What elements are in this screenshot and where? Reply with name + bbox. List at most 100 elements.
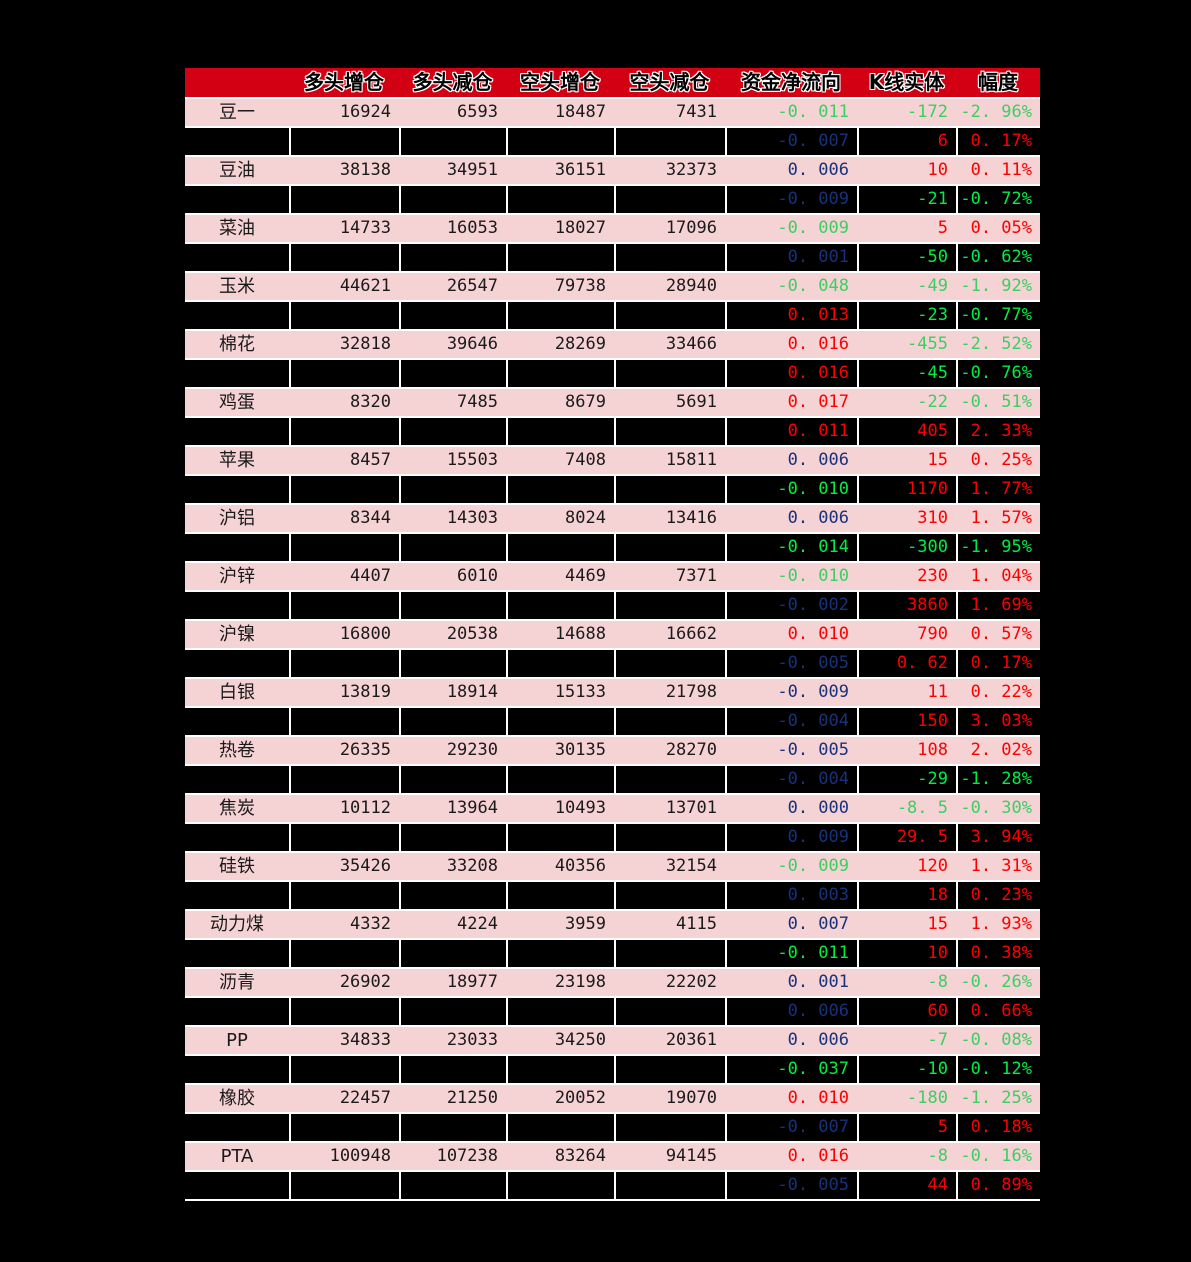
short-reduce-cell <box>614 186 725 213</box>
short-add-cell <box>506 940 614 967</box>
net-flow-cell: 0. 010 <box>787 624 849 644</box>
range-cell: -1. 92% <box>960 276 1032 296</box>
long-add-cell <box>289 244 399 271</box>
short-reduce-cell: 21798 <box>665 682 717 702</box>
table-row: 菜油 14733 16053 18027 17096 -0. 009 5 0. … <box>185 215 1040 244</box>
short-add-cell <box>506 360 614 387</box>
column-header: 空头减仓 <box>629 70 710 94</box>
instrument-name-cell <box>185 998 289 1025</box>
kline-body-cell: -50 <box>857 244 956 271</box>
long-add-cell <box>289 592 399 619</box>
short-add-cell: 79738 <box>554 276 606 296</box>
instrument-name-cell: 沪镍 <box>219 624 255 645</box>
long-reduce-cell <box>399 302 506 329</box>
kline-body-cell: -21 <box>857 186 956 213</box>
column-header: 幅度 <box>978 70 1018 94</box>
kline-body-cell: -455 <box>907 334 948 354</box>
range-cell: -2. 52% <box>960 334 1032 354</box>
range-cell: -0. 16% <box>960 1146 1032 1166</box>
long-reduce-cell <box>399 882 506 909</box>
range-cell: 1. 77% <box>956 476 1040 503</box>
range-cell: -0. 12% <box>956 1056 1040 1083</box>
long-add-cell: 16800 <box>339 624 391 644</box>
long-reduce-cell <box>399 534 506 561</box>
long-add-cell: 4332 <box>350 914 391 934</box>
range-cell: 1. 31% <box>970 856 1032 876</box>
range-cell: 0. 17% <box>956 128 1040 155</box>
long-add-cell: 8457 <box>350 450 391 470</box>
net-flow-cell: -0. 009 <box>777 218 849 238</box>
short-add-cell <box>506 766 614 793</box>
long-reduce-cell: 7485 <box>457 392 498 412</box>
short-reduce-cell: 94145 <box>665 1146 717 1166</box>
short-reduce-cell <box>614 360 725 387</box>
range-cell: 3. 94% <box>956 824 1040 851</box>
instrument-name-cell <box>185 1056 289 1083</box>
net-flow-cell: 0. 010 <box>787 1088 849 1108</box>
kline-body-cell: -7 <box>927 1030 948 1050</box>
table-row: 玉米 44621 26547 79738 28940 -0. 048 -49 -… <box>185 273 1040 302</box>
table-header-row: 多头增仓 多头减仓 空头增仓 空头减仓 资金净流向 K线实体 幅度 <box>185 68 1040 99</box>
net-flow-cell: 0. 011 <box>725 418 857 445</box>
instrument-name-cell: 动力煤 <box>210 914 264 935</box>
instrument-name-cell <box>185 940 289 967</box>
long-reduce-cell: 16053 <box>446 218 498 238</box>
long-add-cell: 22457 <box>339 1088 391 1108</box>
short-add-cell: 4469 <box>565 566 606 586</box>
long-add-cell: 100948 <box>329 1146 391 1166</box>
range-cell: 0. 89% <box>956 1172 1040 1199</box>
net-flow-cell: 0. 006 <box>787 160 849 180</box>
table-row: 0. 016 -45 -0. 76% <box>185 360 1040 389</box>
column-header: K线实体 <box>868 70 945 94</box>
short-reduce-cell: 5691 <box>676 392 717 412</box>
long-add-cell <box>289 882 399 909</box>
net-flow-cell: -0. 009 <box>777 682 849 702</box>
long-reduce-cell <box>399 128 506 155</box>
range-cell: 2. 02% <box>970 740 1032 760</box>
long-add-cell <box>289 186 399 213</box>
table-row: 焦炭 10112 13964 10493 13701 0. 000 -8. 5 … <box>185 795 1040 824</box>
table-row: 豆油 38138 34951 36151 32373 0. 006 10 0. … <box>185 157 1040 186</box>
range-cell: 0. 11% <box>970 160 1032 180</box>
table-row: -0. 004 150 3. 03% <box>185 708 1040 737</box>
long-reduce-cell: 26547 <box>446 276 498 296</box>
short-reduce-cell: 28270 <box>665 740 717 760</box>
short-reduce-cell <box>614 998 725 1025</box>
short-reduce-cell <box>614 766 725 793</box>
short-add-cell: 3959 <box>565 914 606 934</box>
short-reduce-cell <box>614 418 725 445</box>
instrument-name-cell <box>185 302 289 329</box>
range-cell: 0. 22% <box>970 682 1032 702</box>
instrument-name-cell: 沪铝 <box>219 508 255 529</box>
short-add-cell: 28269 <box>554 334 606 354</box>
column-header: 空头增仓 <box>520 70 600 94</box>
table-body: 豆一 16924 6593 18487 7431 -0. 011 -172 -2… <box>185 99 1040 1201</box>
range-cell: -0. 51% <box>960 392 1032 412</box>
short-reduce-cell <box>614 708 725 735</box>
short-add-cell: 8024 <box>565 508 606 528</box>
long-reduce-cell <box>399 476 506 503</box>
long-add-cell <box>289 360 399 387</box>
long-add-cell <box>289 708 399 735</box>
long-reduce-cell: 13964 <box>446 798 498 818</box>
kline-body-cell: -23 <box>857 302 956 329</box>
long-add-cell <box>289 766 399 793</box>
short-reduce-cell: 13701 <box>665 798 717 818</box>
instrument-name-cell <box>185 1114 289 1141</box>
short-reduce-cell: 20361 <box>665 1030 717 1050</box>
range-cell: -2. 96% <box>960 102 1032 122</box>
kline-body-cell: 3860 <box>857 592 956 619</box>
instrument-name-cell: 豆油 <box>219 160 255 181</box>
table-row: 沪镍 16800 20538 14688 16662 0. 010 790 0.… <box>185 621 1040 650</box>
net-flow-cell: -0. 007 <box>725 1114 857 1141</box>
table-row: 硅铁 35426 33208 40356 32154 -0. 009 120 1… <box>185 853 1040 882</box>
short-reduce-cell: 4115 <box>676 914 717 934</box>
range-cell: 3. 03% <box>956 708 1040 735</box>
kline-body-cell: -8. 5 <box>896 798 948 818</box>
kline-body-cell: -8 <box>927 972 948 992</box>
kline-body-cell: -180 <box>907 1088 948 1108</box>
column-header <box>185 68 289 97</box>
range-cell: -0. 77% <box>956 302 1040 329</box>
instrument-name-cell <box>185 360 289 387</box>
long-reduce-cell <box>399 186 506 213</box>
